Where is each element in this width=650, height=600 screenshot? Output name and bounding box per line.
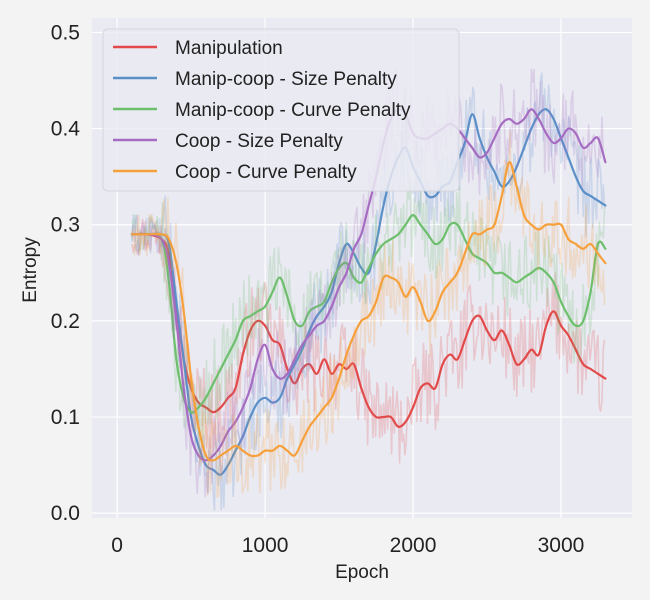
y-tick-label: 0.0 [51,502,80,525]
legend-label: Manipulation [175,38,283,59]
legend-label: Coop - Size Penalty [175,131,343,152]
y-tick-label: 0.3 [51,214,80,237]
legend-label: Manip-coop - Size Penalty [175,69,397,90]
series-line [130,214,607,414]
y-axis-label: Entropy [20,237,41,303]
x-tick-label: 3000 [538,534,585,557]
legend: Manipulation Manip-coop - Size Penalty Man… [102,28,460,192]
y-tick-label: 0.1 [51,406,80,429]
x-tick-label: 2000 [390,534,437,557]
legend-label: Coop - Curve Penalty [175,162,357,183]
x-tick-label: 1000 [242,534,289,557]
x-axis-label: Epoch [335,562,389,583]
series-line [130,232,607,428]
y-tick-label: 0.4 [51,118,81,141]
legend-label: Manip-coop - Curve Penalty [175,100,411,121]
series-raw-band [131,130,606,498]
y-tick-label: 0.2 [51,310,80,333]
legend-box [102,28,460,192]
series-line [130,161,607,462]
series-raw-band [131,179,606,448]
series-lines [130,67,607,511]
y-tick-label: 0.5 [51,21,80,44]
x-tick-label: 0 [111,534,123,557]
tick-labels: 0.0 0.1 0.2 0.3 0.4 0.5 0 1000 2000 3000 [51,21,585,557]
series-line [130,108,607,476]
